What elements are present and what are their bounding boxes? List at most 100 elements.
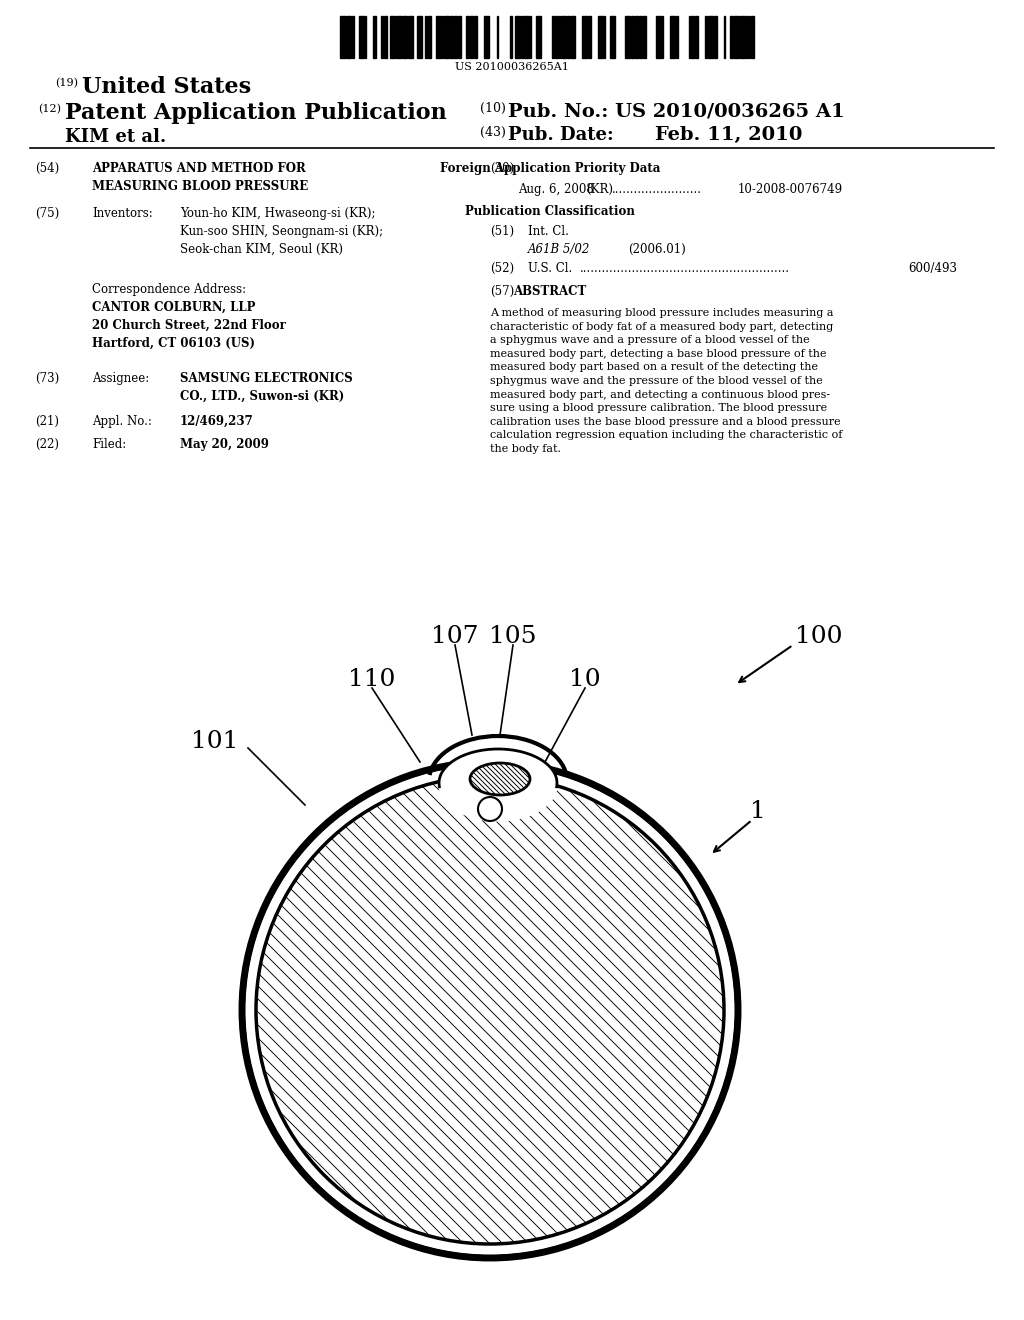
Text: 10-2008-0076749: 10-2008-0076749 — [738, 183, 843, 195]
Bar — [582, 16, 587, 58]
Bar — [746, 16, 748, 58]
Text: 101: 101 — [191, 730, 239, 752]
Text: (54): (54) — [35, 162, 59, 176]
Bar — [441, 16, 443, 58]
Bar — [466, 16, 469, 58]
Bar — [705, 16, 707, 58]
Text: (22): (22) — [35, 438, 59, 451]
Bar — [639, 16, 641, 58]
Text: (KR): (KR) — [586, 183, 613, 195]
Text: US 20100036265A1: US 20100036265A1 — [455, 62, 569, 73]
Text: (12): (12) — [38, 104, 61, 115]
Text: Youn-ho KIM, Hwaseong-si (KR);
Kun-soo SHIN, Seongnam-si (KR);
Seok-chan KIM, Se: Youn-ho KIM, Hwaseong-si (KR); Kun-soo S… — [180, 207, 383, 256]
Text: (43): (43) — [480, 125, 506, 139]
Text: Pub. Date:: Pub. Date: — [508, 125, 613, 144]
Bar — [588, 16, 591, 58]
Bar — [358, 16, 364, 58]
Bar — [510, 16, 512, 58]
Text: (19): (19) — [55, 78, 78, 88]
Text: ABSTRACT: ABSTRACT — [513, 285, 587, 298]
Bar — [597, 16, 602, 58]
Text: United States: United States — [82, 77, 251, 98]
Text: Int. Cl.: Int. Cl. — [528, 224, 569, 238]
Bar — [497, 16, 498, 58]
Bar — [396, 16, 401, 58]
Text: Inventors:: Inventors: — [92, 207, 153, 220]
Bar — [730, 16, 733, 58]
Bar — [484, 16, 489, 58]
Bar — [402, 16, 407, 58]
Text: Filed:: Filed: — [92, 438, 126, 451]
Text: ........................: ........................ — [612, 183, 702, 195]
Bar — [435, 16, 440, 58]
Circle shape — [478, 797, 502, 821]
Bar — [695, 16, 698, 58]
Text: CANTOR COLBURN, LLP
20 Church Street, 22nd Floor
Hartford, CT 06103 (US): CANTOR COLBURN, LLP 20 Church Street, 22… — [92, 301, 286, 350]
Text: 10: 10 — [569, 668, 601, 690]
Bar — [749, 16, 750, 58]
Text: 110: 110 — [348, 668, 395, 690]
Text: SAMSUNG ELECTRONICS
CO., LTD., Suwon-si (KR): SAMSUNG ELECTRONICS CO., LTD., Suwon-si … — [180, 372, 352, 403]
Bar — [340, 16, 345, 58]
Bar — [458, 16, 461, 58]
Bar — [470, 16, 473, 58]
Text: 12/469,237: 12/469,237 — [180, 414, 254, 428]
Bar — [635, 16, 638, 58]
Bar — [631, 16, 634, 58]
Bar — [381, 16, 383, 58]
Bar — [444, 16, 449, 58]
Bar — [625, 16, 630, 58]
Bar — [515, 16, 520, 58]
Bar — [474, 16, 477, 58]
Text: Assignee:: Assignee: — [92, 372, 150, 385]
Text: Aug. 6, 2008: Aug. 6, 2008 — [518, 183, 594, 195]
Bar — [346, 16, 351, 58]
Text: U.S. Cl.: U.S. Cl. — [528, 261, 572, 275]
Ellipse shape — [470, 763, 530, 795]
Bar — [536, 16, 541, 58]
Text: Appl. No.:: Appl. No.: — [92, 414, 152, 428]
Bar — [529, 16, 531, 58]
Text: A method of measuring blood pressure includes measuring a
characteristic of body: A method of measuring blood pressure inc… — [490, 308, 843, 454]
Bar — [417, 16, 422, 58]
Bar — [365, 16, 366, 58]
Bar — [567, 16, 568, 58]
Text: ........................................................: ........................................… — [580, 261, 790, 275]
Bar — [642, 16, 645, 58]
Text: Foreign Application Priority Data: Foreign Application Priority Data — [440, 162, 660, 176]
Text: (52): (52) — [490, 261, 514, 275]
Bar — [521, 16, 522, 58]
Bar — [670, 16, 675, 58]
Text: 600/493: 600/493 — [908, 261, 957, 275]
Text: Pub. No.: US 2010/0036265 A1: Pub. No.: US 2010/0036265 A1 — [508, 102, 845, 120]
Bar — [384, 16, 386, 58]
Text: (21): (21) — [35, 414, 59, 428]
Bar — [552, 16, 554, 58]
Bar — [603, 16, 605, 58]
Text: (73): (73) — [35, 372, 59, 385]
Bar — [610, 16, 615, 58]
Text: 1: 1 — [750, 800, 766, 822]
Text: 100: 100 — [795, 624, 843, 648]
Bar — [425, 16, 427, 58]
Bar — [373, 16, 376, 58]
Bar — [390, 16, 395, 58]
Text: A61B 5/02: A61B 5/02 — [528, 243, 591, 256]
Circle shape — [244, 764, 736, 1257]
Text: 105: 105 — [489, 624, 537, 648]
Text: (30): (30) — [490, 162, 514, 176]
Text: (75): (75) — [35, 207, 59, 220]
Text: Patent Application Publication: Patent Application Publication — [65, 102, 446, 124]
Bar — [561, 16, 566, 58]
Bar — [734, 16, 739, 58]
Bar — [352, 16, 353, 58]
Bar — [691, 16, 694, 58]
Text: Feb. 11, 2010: Feb. 11, 2010 — [655, 125, 803, 144]
Text: (57): (57) — [490, 285, 514, 298]
Bar — [662, 16, 663, 58]
Text: Publication Classification: Publication Classification — [465, 205, 635, 218]
Bar — [688, 16, 690, 58]
Bar — [454, 16, 457, 58]
Bar — [558, 16, 560, 58]
Bar — [427, 16, 430, 58]
